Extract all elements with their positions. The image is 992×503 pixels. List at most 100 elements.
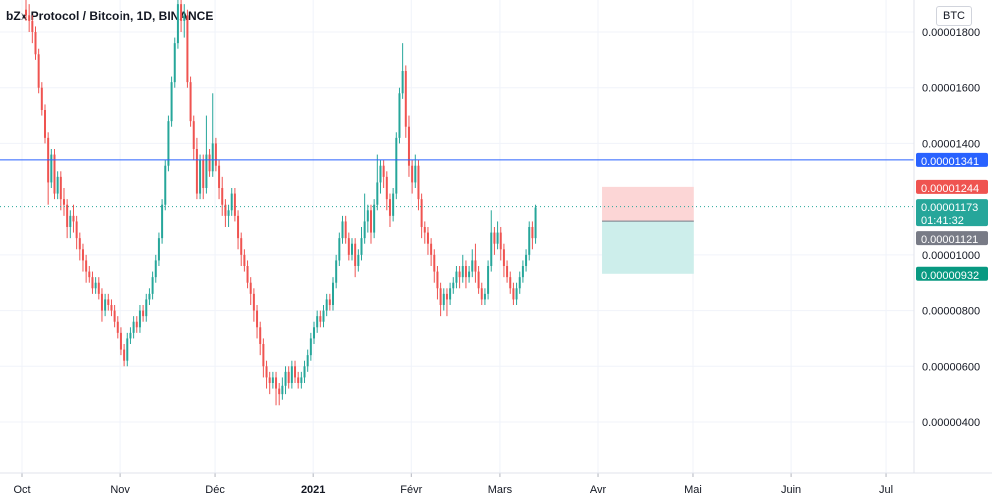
candle-body xyxy=(56,176,59,194)
candle-body xyxy=(278,388,281,395)
candle-body xyxy=(138,310,141,328)
candle-body xyxy=(91,277,94,289)
candle xyxy=(271,371,274,389)
candle-body xyxy=(335,260,338,283)
candle-body xyxy=(382,165,385,177)
x-tick-label: Déc xyxy=(205,484,225,496)
candle xyxy=(176,0,179,49)
candle-body xyxy=(81,249,84,261)
long-position-tool[interactable] xyxy=(602,186,694,274)
candle xyxy=(31,15,34,44)
level-lines[interactable] xyxy=(0,159,914,208)
candle xyxy=(40,82,43,116)
candle-body xyxy=(275,377,278,389)
last-price-label-text: 01:41:32 xyxy=(921,215,964,227)
target-price-label-text: 0.00000932 xyxy=(921,270,979,282)
candle-body xyxy=(227,210,230,216)
candle xyxy=(214,137,217,172)
candle-body xyxy=(157,238,160,261)
candle xyxy=(116,316,119,339)
candle-body xyxy=(154,260,157,278)
candle-body xyxy=(281,385,284,395)
candle-body xyxy=(135,321,138,328)
candle-body xyxy=(214,143,217,166)
candle xyxy=(309,332,312,361)
candle-body xyxy=(297,377,300,383)
candle xyxy=(246,260,249,289)
candle xyxy=(47,132,50,205)
x-tick-label: Oct xyxy=(13,484,30,496)
candle xyxy=(531,221,534,250)
candle-body xyxy=(75,221,78,239)
candle-body xyxy=(483,293,486,300)
candle xyxy=(449,282,452,305)
candle-body xyxy=(341,221,344,239)
candle-body xyxy=(300,377,303,383)
candle xyxy=(423,221,426,244)
candle xyxy=(512,282,515,305)
candle xyxy=(354,238,357,278)
candle xyxy=(344,215,347,244)
candle xyxy=(458,266,461,289)
candle-body xyxy=(461,266,464,278)
candle xyxy=(151,271,154,300)
candle xyxy=(113,305,116,328)
candle-body xyxy=(189,82,192,122)
candle xyxy=(268,371,271,395)
candle-body xyxy=(360,238,363,255)
candle xyxy=(382,160,385,188)
candle xyxy=(487,260,490,300)
candle xyxy=(490,210,493,272)
candle-body xyxy=(490,232,493,266)
candle xyxy=(265,360,268,389)
candles xyxy=(25,0,537,406)
candle xyxy=(180,0,183,32)
candle-body xyxy=(180,4,183,21)
candle xyxy=(411,160,414,194)
candle-body xyxy=(455,271,458,283)
candle-body xyxy=(426,232,429,244)
candle-body xyxy=(195,149,198,194)
candle-body xyxy=(145,299,148,317)
candle xyxy=(104,293,107,317)
candle-body xyxy=(40,87,43,110)
candle xyxy=(119,327,122,356)
candle-body xyxy=(233,193,236,216)
candle-body xyxy=(420,199,423,227)
candle-body xyxy=(417,165,420,200)
candle-body xyxy=(332,282,335,305)
candle xyxy=(316,310,319,333)
candle xyxy=(360,227,363,261)
candle-body xyxy=(528,227,531,255)
candle xyxy=(388,193,391,227)
candle-body xyxy=(132,321,135,333)
y-tick-label: 0.00000600 xyxy=(922,361,980,373)
candle xyxy=(224,199,227,227)
candle xyxy=(426,227,429,255)
candle xyxy=(126,332,129,367)
y-tick-label: 0.00001600 xyxy=(922,83,980,95)
currency-button[interactable]: BTC xyxy=(936,6,972,26)
candle-body xyxy=(148,293,151,300)
candle xyxy=(129,327,132,344)
candle xyxy=(100,288,103,322)
candle-body xyxy=(411,165,414,183)
candle-body xyxy=(471,260,474,272)
candle-body xyxy=(506,266,509,278)
candle xyxy=(480,282,483,305)
candle xyxy=(202,154,205,200)
candle xyxy=(445,288,448,317)
candle-body xyxy=(78,238,81,250)
candle-body xyxy=(110,305,113,311)
horizontal-line-label-text: 0.00001341 xyxy=(921,156,979,168)
candle xyxy=(366,204,369,233)
candle xyxy=(62,188,65,216)
candle-body xyxy=(531,227,534,239)
candle xyxy=(506,260,509,283)
candle-body xyxy=(325,299,328,311)
candle xyxy=(373,199,376,239)
candle-body xyxy=(423,227,426,233)
candle-body xyxy=(104,299,107,311)
x-tick-label: Mai xyxy=(684,484,702,496)
